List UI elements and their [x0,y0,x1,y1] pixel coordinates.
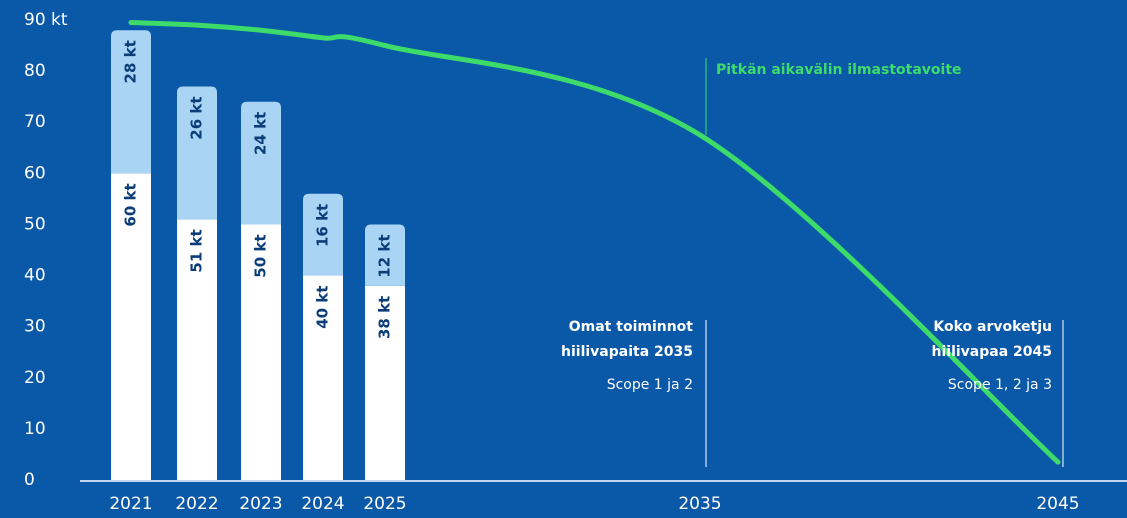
y-tick-label: 0 [24,470,35,490]
bar-value-label: 51 kt [188,229,206,272]
bar-segment [303,193,343,276]
bar-segment [177,86,217,220]
bar-value-label: 40 kt [314,286,332,329]
y-tick-label: 70 [24,112,46,132]
bar-value-label: 16 kt [314,204,332,247]
x-tick-label: 2021 [109,494,152,514]
y-tick-label: 30 [24,317,46,337]
x-tick-label: 2023 [239,494,282,514]
bar-value-label: 24 kt [252,112,270,155]
annotation-title: Koko arvoketju [933,319,1052,335]
bar-value-label: 60 kt [122,183,140,226]
target-line [128,20,1061,465]
y-tick-label: 60 [24,163,46,183]
bar-segment [365,224,405,286]
annotation-title: hiilivapaa 2045 [932,344,1053,360]
annotation-sub: Scope 1, 2 ja 3 [948,377,1052,393]
bar-value-label: 38 kt [376,296,394,339]
bar-segment [177,219,217,481]
bar-segment [111,30,151,174]
bar-segment [241,101,281,225]
bar-value-label: 26 kt [188,96,206,139]
line-legend: Pitkän aikavälin ilmastotavoite [716,62,962,78]
x-tick-label: 2045 [1036,494,1079,514]
bar-segment [365,285,405,480]
x-tick-label: 2025 [363,494,406,514]
y-tick-label: 40 [24,266,46,286]
bar-value-label: 50 kt [252,234,270,277]
annotation-title: hiilivapaita 2035 [561,344,693,360]
y-tick-label: 80 [24,61,46,81]
x-tick-label: 2024 [301,494,344,514]
annotation-title: Omat toiminnot [569,319,694,335]
y-tick-label: 50 [24,214,46,234]
y-tick-label: 90 kt [24,10,68,30]
bar-segment [241,224,281,480]
bar-value-label: 28 kt [122,40,140,83]
annotation-sub: Scope 1 ja 2 [607,377,693,393]
x-tick-label: 2022 [175,494,218,514]
bar-value-label: 12 kt [376,234,394,277]
x-tick-label: 2035 [678,494,721,514]
y-tick-label: 10 [24,419,46,439]
bar-segment [111,173,151,481]
y-tick-label: 20 [24,368,46,388]
bar-segment [303,275,343,480]
